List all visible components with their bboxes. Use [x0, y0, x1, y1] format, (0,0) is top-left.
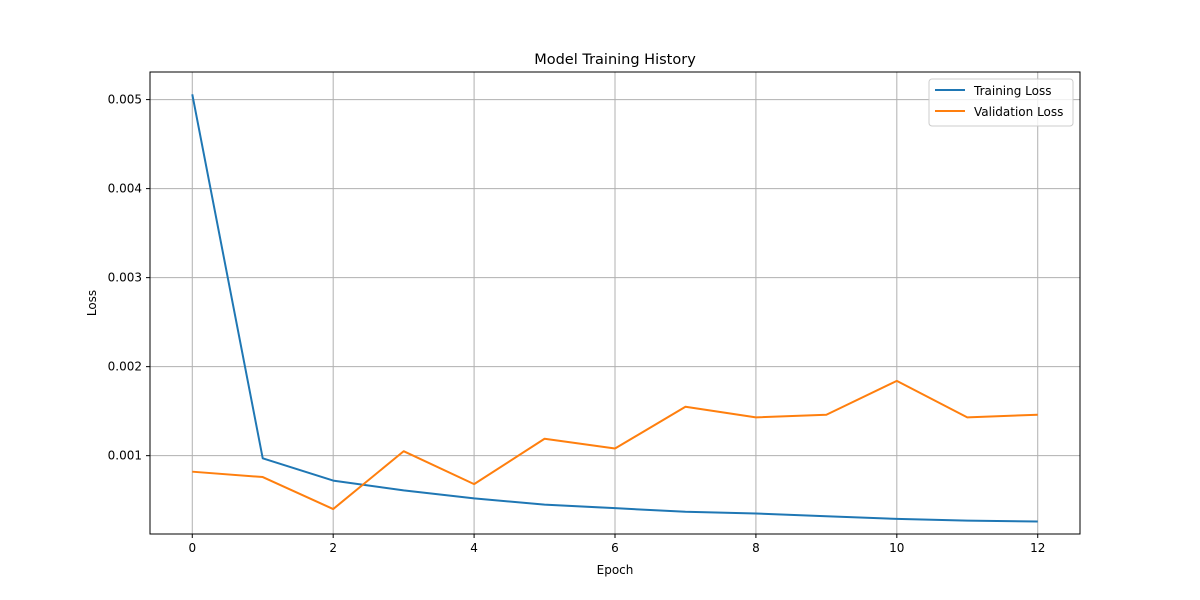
- y-tick-label: 0.004: [108, 182, 142, 196]
- series-line-training-loss: [191, 94, 1038, 523]
- legend: Training Loss Validation Loss: [928, 78, 1074, 127]
- y-tick-label: 0.001: [108, 449, 142, 463]
- x-tick-label: 6: [611, 541, 619, 555]
- series-line-validation-loss: [192, 379, 1038, 511]
- grid: [150, 72, 1080, 534]
- y-tick-label: 0.002: [108, 360, 142, 374]
- x-tick-label: 12: [1030, 541, 1045, 555]
- x-tick-label: 4: [470, 541, 478, 555]
- legend-label-training-loss: Training Loss: [973, 84, 1051, 98]
- legend-label-validation-loss: Validation Loss: [974, 105, 1063, 119]
- x-axis-ticks: 0 2 4 6 8 10 12: [188, 534, 1045, 555]
- series-lines: [191, 94, 1038, 523]
- y-tick-label: 0.003: [108, 271, 142, 285]
- y-axis-ticks: 0.001 0.002 0.003 0.004 0.005: [108, 93, 150, 463]
- x-tick-label: 8: [752, 541, 760, 555]
- y-axis-label: Loss: [85, 290, 99, 316]
- x-axis-label: Epoch: [597, 563, 634, 577]
- y-tick-label: 0.005: [108, 93, 142, 107]
- x-tick-label: 0: [188, 541, 196, 555]
- x-tick-label: 10: [889, 541, 904, 555]
- x-tick-label: 2: [329, 541, 337, 555]
- chart-title: Model Training History: [534, 52, 696, 68]
